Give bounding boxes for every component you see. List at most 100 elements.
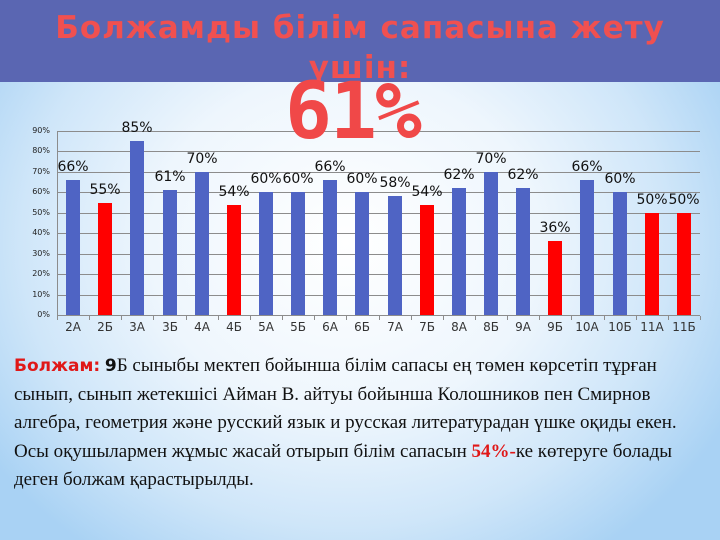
bar-8Б: [484, 172, 498, 315]
bar-10А: [580, 180, 594, 315]
x-tick: [443, 316, 444, 320]
x-category-label: 11А: [640, 320, 664, 334]
x-tick: [57, 316, 58, 320]
bar-8А: [452, 188, 466, 315]
x-tick: [636, 316, 637, 320]
x-tick: [282, 316, 283, 320]
bar-chart: 0% 10% 20% 30% 40% 50% 60% 70% 80% 90% 66% 2А 55% 2Б 8…: [32, 120, 701, 334]
bar-10Б: [613, 192, 627, 315]
forecast-text-part1: Б сыныбы мектеп бойынша білім сапасы ең …: [14, 355, 677, 462]
bar-7А: [388, 196, 402, 315]
x-category-label: 6Б: [354, 320, 370, 334]
bar-value-label: 60%: [282, 171, 314, 187]
x-tick: [379, 316, 380, 320]
gridline: [57, 151, 700, 152]
bar-value-label: 62%: [507, 167, 539, 183]
x-category-label: 7Б: [419, 320, 435, 334]
x-category-label: 3Б: [162, 320, 178, 334]
bar-7Б: [420, 205, 434, 315]
bar-4Б: [227, 205, 241, 315]
x-tick: [314, 316, 315, 320]
y-tick-label: 30%: [32, 249, 50, 258]
forecast-class-number: 9: [104, 356, 117, 376]
bar-value-label: 66%: [57, 159, 89, 175]
x-tick: [121, 316, 122, 320]
x-category-label: 5Б: [290, 320, 306, 334]
x-category-label: 4Б: [226, 320, 242, 334]
y-tick-label: 70%: [32, 167, 50, 176]
x-category-label: 9Б: [547, 320, 563, 334]
gridline: [57, 295, 700, 296]
bar-2А: [66, 180, 80, 315]
x-tick: [700, 316, 701, 320]
x-category-label: 7А: [387, 320, 403, 334]
bar-11Б: [677, 213, 691, 315]
bar-value-label: 36%: [539, 220, 571, 236]
bar-value-label: 50%: [668, 192, 700, 208]
x-category-label: 11Б: [672, 320, 696, 334]
gridline: [57, 213, 700, 214]
bar-value-label: 60%: [250, 171, 282, 187]
bar-9Б: [548, 241, 562, 315]
gridline: [57, 131, 700, 132]
x-category-label: 2А: [65, 320, 81, 334]
y-tick-label: 90%: [32, 126, 50, 135]
bar-2Б: [98, 203, 112, 315]
x-category-label: 6А: [322, 320, 338, 334]
gridline: [57, 274, 700, 275]
x-tick: [218, 316, 219, 320]
bar-value-label: 70%: [475, 151, 507, 167]
x-category-label: 5А: [258, 320, 274, 334]
x-tick: [411, 316, 412, 320]
x-category-label: 4А: [194, 320, 210, 334]
x-category-label: 9А: [515, 320, 531, 334]
x-tick: [571, 316, 572, 320]
bar-5А: [259, 192, 273, 315]
forecast-highlight: 54%-: [471, 440, 516, 462]
target-percentage: 61%: [285, 67, 422, 157]
bar-value-label: 54%: [411, 184, 443, 200]
bar-value-label: 50%: [636, 192, 668, 208]
bar-value-label: 66%: [571, 159, 603, 175]
x-tick: [475, 316, 476, 320]
x-category-label: 2Б: [97, 320, 113, 334]
bar-6А: [323, 180, 337, 315]
x-category-label: 10Б: [608, 320, 632, 334]
x-category-label: 3А: [129, 320, 145, 334]
y-tick-label: 20%: [32, 269, 50, 278]
x-axis: [57, 315, 700, 316]
forecast-lead: Болжам:: [14, 356, 101, 376]
bar-value-label: 55%: [89, 182, 121, 198]
slide-title: Болжамды білім сапасына жету үшін:: [55, 10, 665, 86]
bar-value-label: 62%: [443, 167, 475, 183]
bar-5Б: [291, 192, 305, 315]
x-tick: [539, 316, 540, 320]
y-tick-label: 40%: [32, 228, 50, 237]
bar-value-label: 60%: [346, 171, 378, 187]
bar-9А: [516, 188, 530, 315]
y-axis: [57, 131, 58, 316]
forecast-text-part2: ке көтеруге болады деген болжам қарастыр…: [14, 440, 673, 491]
y-tick-label: 50%: [32, 208, 50, 217]
gridline: [57, 192, 700, 193]
forecast-paragraph: Болжам: 9Б сыныбы мектеп бойынша білім с…: [14, 352, 714, 495]
bar-11А: [645, 213, 659, 315]
bar-3А: [130, 141, 144, 315]
bar-4А: [195, 172, 209, 315]
gridline: [57, 172, 700, 173]
x-category-label: 8Б: [483, 320, 499, 334]
bar-value-label: 66%: [314, 159, 346, 175]
x-tick: [346, 316, 347, 320]
x-tick: [507, 316, 508, 320]
bar-value-label: 85%: [121, 120, 153, 136]
bar-3Б: [163, 190, 177, 315]
x-category-label: 8А: [451, 320, 467, 334]
x-tick: [250, 316, 251, 320]
x-tick: [89, 316, 90, 320]
bar-value-label: 60%: [604, 171, 636, 187]
bar-6Б: [355, 192, 369, 315]
title-banner: [0, 0, 720, 82]
y-tick-label: 80%: [32, 146, 50, 155]
gridline: [57, 254, 700, 255]
x-tick: [668, 316, 669, 320]
